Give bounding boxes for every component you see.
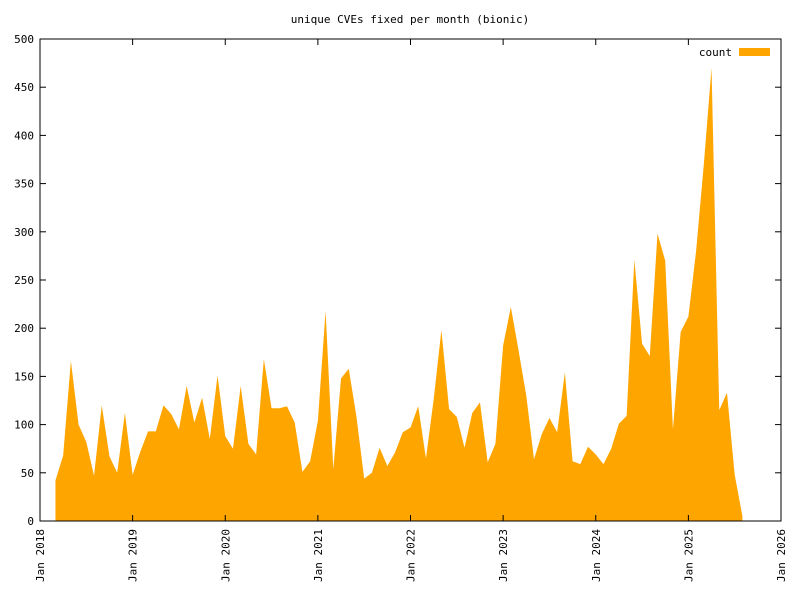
y-tick-label: 50 — [21, 467, 34, 480]
y-tick-label: 400 — [14, 129, 34, 142]
legend-label-count: count — [699, 46, 732, 59]
x-tick-label: Jan 2021 — [312, 529, 325, 582]
series-area-count — [55, 67, 743, 522]
tick-layer: 0 50 100 150 200 250 300 350 400 450 500 Jan 2018 Ja… — [14, 33, 788, 582]
legend-swatch-count — [739, 48, 770, 56]
legend: count — [699, 46, 770, 59]
plot-frame — [39, 38, 782, 522]
x-tick-label: Jan 2026 — [775, 529, 788, 582]
y-tick-label: 500 — [14, 33, 34, 46]
y-tick-label: 200 — [14, 322, 34, 335]
y-tick-label: 300 — [14, 226, 34, 239]
x-tick-label: Jan 2020 — [219, 529, 232, 582]
y-tick-label: 100 — [14, 419, 34, 432]
y-tick-label: 150 — [14, 370, 34, 383]
y-tick-label: 0 — [27, 515, 34, 528]
y-tick-label: 450 — [14, 81, 34, 94]
x-tick-label: Jan 2022 — [405, 529, 418, 582]
x-tick-label: Jan 2023 — [497, 529, 510, 582]
chart-title: unique CVEs fixed per month (bionic) — [291, 13, 529, 26]
y-tick-label: 250 — [14, 274, 34, 287]
area-layer — [55, 67, 743, 522]
x-tick-label: Jan 2018 — [34, 529, 47, 582]
x-tick-label: Jan 2024 — [590, 529, 603, 582]
x-tick-label: Jan 2025 — [682, 529, 695, 582]
y-tick-label: 350 — [14, 178, 34, 191]
x-tick-label: Jan 2019 — [127, 529, 140, 582]
